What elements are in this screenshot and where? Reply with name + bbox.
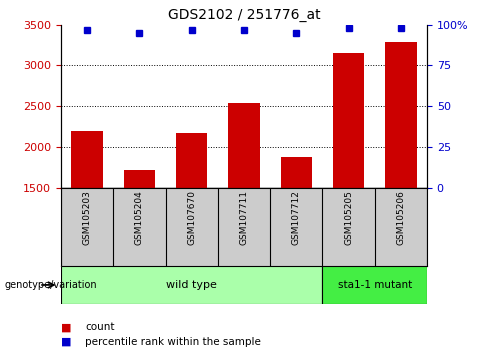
Bar bbox=[385, 42, 417, 188]
Text: genotype/variation: genotype/variation bbox=[5, 280, 98, 290]
Bar bbox=[281, 157, 312, 188]
Bar bbox=[228, 103, 260, 188]
Text: GSM105205: GSM105205 bbox=[344, 190, 353, 245]
Text: ■: ■ bbox=[61, 322, 72, 332]
Bar bbox=[61, 266, 323, 304]
Bar bbox=[323, 266, 427, 304]
Bar bbox=[124, 170, 155, 188]
Bar bbox=[333, 53, 364, 188]
Title: GDS2102 / 251776_at: GDS2102 / 251776_at bbox=[168, 8, 320, 22]
Text: GSM105203: GSM105203 bbox=[82, 190, 92, 245]
Bar bbox=[176, 133, 207, 188]
Text: ■: ■ bbox=[61, 337, 72, 347]
Text: GSM107711: GSM107711 bbox=[240, 190, 248, 245]
Text: GSM105204: GSM105204 bbox=[135, 190, 144, 245]
Text: percentile rank within the sample: percentile rank within the sample bbox=[85, 337, 261, 347]
Text: wild type: wild type bbox=[166, 280, 217, 290]
Bar bbox=[71, 131, 103, 188]
Text: GSM107670: GSM107670 bbox=[187, 190, 196, 245]
Text: GSM105206: GSM105206 bbox=[396, 190, 406, 245]
Text: count: count bbox=[85, 322, 115, 332]
Text: sta1-1 mutant: sta1-1 mutant bbox=[338, 280, 412, 290]
Text: GSM107712: GSM107712 bbox=[292, 190, 301, 245]
